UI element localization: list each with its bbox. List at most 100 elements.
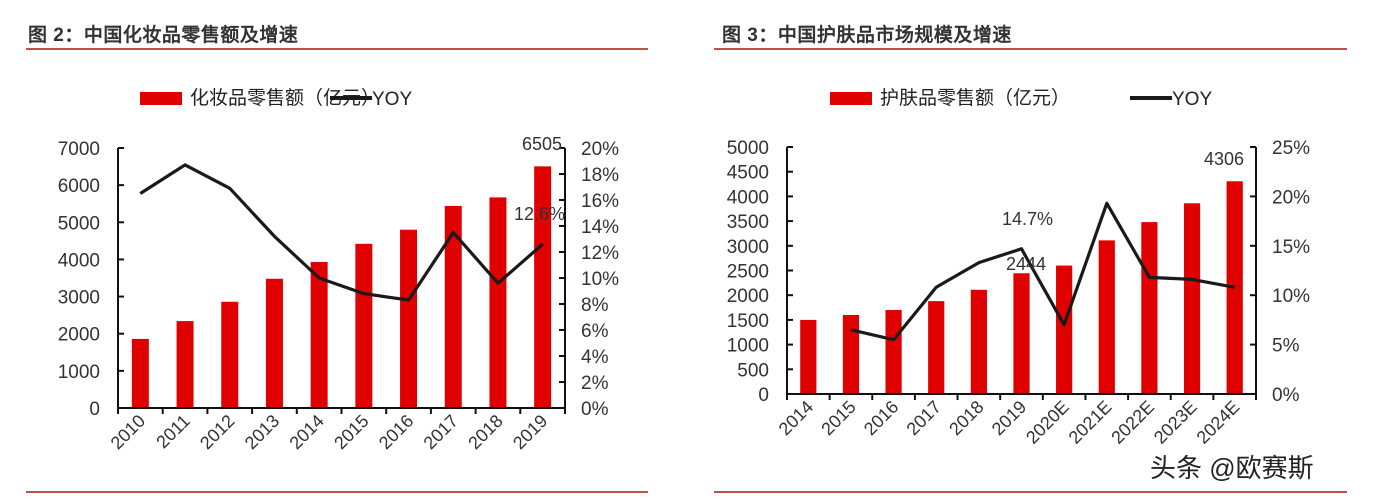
x-tick-label: 2012 (196, 411, 238, 453)
left-tick-label: 3000 (727, 237, 769, 258)
right-tick-label: 0% (581, 399, 609, 420)
bar (1183, 203, 1201, 394)
x-tick-label: 2024E (1193, 397, 1244, 448)
x-tick-label: 2016 (860, 397, 902, 439)
x-tick-label: 2015 (817, 397, 859, 439)
legend-bar-label: 化妆品零售额（亿元） (190, 87, 380, 109)
legend-bar-label: 护肤品零售额（亿元） (880, 87, 1070, 109)
left-tick-label: 1000 (727, 336, 769, 357)
legend-line-label: YOY (372, 89, 412, 110)
bar (885, 310, 902, 394)
right-tick-label: 20% (581, 139, 619, 160)
bar (1056, 265, 1073, 394)
data-label: 14.7% (1002, 209, 1053, 229)
data-label: 6505 (522, 134, 562, 154)
right-tick-label: 10% (1272, 286, 1310, 307)
right-tick-label: 2% (581, 373, 609, 394)
right-tick-label: 5% (1272, 336, 1300, 357)
x-tick-label: 2023E (1150, 397, 1201, 448)
bar (265, 278, 283, 408)
right-tick-label: 20% (1272, 187, 1310, 208)
x-tick-label: 2021E (1065, 397, 1116, 448)
left-tick-label: 4000 (727, 187, 769, 208)
bar (1141, 222, 1158, 394)
legend-line-label: YOY (1172, 89, 1212, 110)
bar (928, 301, 945, 394)
data-label: 2444 (1006, 254, 1046, 274)
chart-panel-skincare: 图 3：中国护肤品市场规模及增速 护肤品零售额（亿元） YOY 0 500 1000 15… (700, 0, 1390, 504)
left-tick-label: 2500 (727, 262, 769, 283)
left-tick-label: 4000 (58, 250, 100, 271)
bar (131, 338, 149, 408)
x-tick-label: 2016 (375, 411, 417, 453)
x-tick-label: 2011 (152, 411, 194, 453)
left-tick-label: 5000 (58, 213, 100, 234)
bar (176, 321, 194, 408)
x-tick-label: 2018 (464, 411, 506, 453)
right-tick-label: 25% (1272, 138, 1310, 159)
x-tick-label: 2014 (286, 411, 328, 453)
bar (400, 229, 418, 408)
x-tick-label: 2015 (330, 411, 372, 453)
title-rule (714, 48, 1347, 50)
left-tick-label: 3000 (58, 288, 100, 309)
x-tick-label: 2017 (420, 411, 462, 453)
bar (1013, 273, 1030, 394)
bar (534, 166, 552, 408)
right-tick-label: 18% (581, 165, 619, 186)
bar (310, 262, 328, 408)
watermark: 头条 @欧赛斯 (1150, 453, 1314, 483)
right-tick-label: 10% (581, 269, 619, 290)
bar (489, 197, 507, 408)
right-tick-label: 8% (581, 295, 609, 316)
right-tick-label: 6% (581, 321, 609, 342)
left-tick-label: 500 (737, 360, 769, 381)
left-tick-label: 5000 (727, 138, 769, 159)
left-tick-label: 0 (89, 399, 100, 420)
left-tick-label: 4500 (727, 163, 769, 184)
left-tick-label: 6000 (58, 176, 100, 197)
chart-title-skincare: 图 3：中国护肤品市场规模及增速 (722, 25, 1012, 46)
x-tick-label: 2013 (241, 411, 283, 453)
left-tick-label: 2000 (727, 286, 769, 307)
title-rule (26, 48, 648, 50)
right-tick-label: 15% (1272, 237, 1310, 258)
bar (842, 314, 860, 394)
yoy-line (850, 201, 1235, 342)
x-tick-label: 2017 (903, 397, 945, 439)
left-tick-label: 2000 (58, 325, 100, 346)
chart-title-cosmetics: 图 2：中国化妆品零售额及增速 (28, 25, 299, 46)
x-tick-label: 2014 (775, 397, 817, 439)
right-tick-label: 12% (581, 243, 619, 264)
right-tick-label: 4% (581, 347, 609, 368)
bottom-rule (714, 491, 1347, 493)
chart-panel-cosmetics: 图 2：中国化妆品零售额及增速 化妆品零售额（亿元） YOY 0 1000 2000 30… (26, 25, 648, 493)
left-tick-label: 7000 (58, 139, 100, 160)
chart-cosmetics: 化妆品零售额（亿元）YOY 0 1000 2000 3000 4000 5000 6000 70… (58, 87, 619, 453)
bar (355, 243, 373, 408)
bottom-rule (26, 491, 648, 493)
legend-bar-swatch (140, 92, 182, 105)
yoy-line (139, 163, 544, 302)
x-tick-label: 2020E (1022, 397, 1073, 448)
left-tick-label: 3500 (727, 212, 769, 233)
x-tick-label: 2019 (509, 411, 551, 453)
right-tick-label: 16% (581, 191, 619, 212)
right-tick-label: 14% (581, 217, 619, 238)
bar (970, 289, 987, 394)
bar (1226, 181, 1243, 394)
bar (221, 301, 239, 408)
x-tick-label: 2010 (107, 411, 149, 453)
left-tick-label: 1500 (727, 311, 769, 332)
legend-bar-swatch (830, 92, 872, 105)
bar (800, 319, 817, 394)
bar (1098, 240, 1115, 394)
left-tick-label: 0 (758, 385, 769, 406)
x-tick-label: 2022E (1107, 397, 1158, 448)
x-tick-label: 2018 (945, 397, 987, 439)
left-tick-label: 1000 (58, 362, 100, 383)
bar (444, 205, 462, 408)
data-label: 4306 (1204, 149, 1244, 169)
right-tick-label: 0% (1272, 385, 1300, 406)
data-label: 12.6% (514, 204, 565, 224)
